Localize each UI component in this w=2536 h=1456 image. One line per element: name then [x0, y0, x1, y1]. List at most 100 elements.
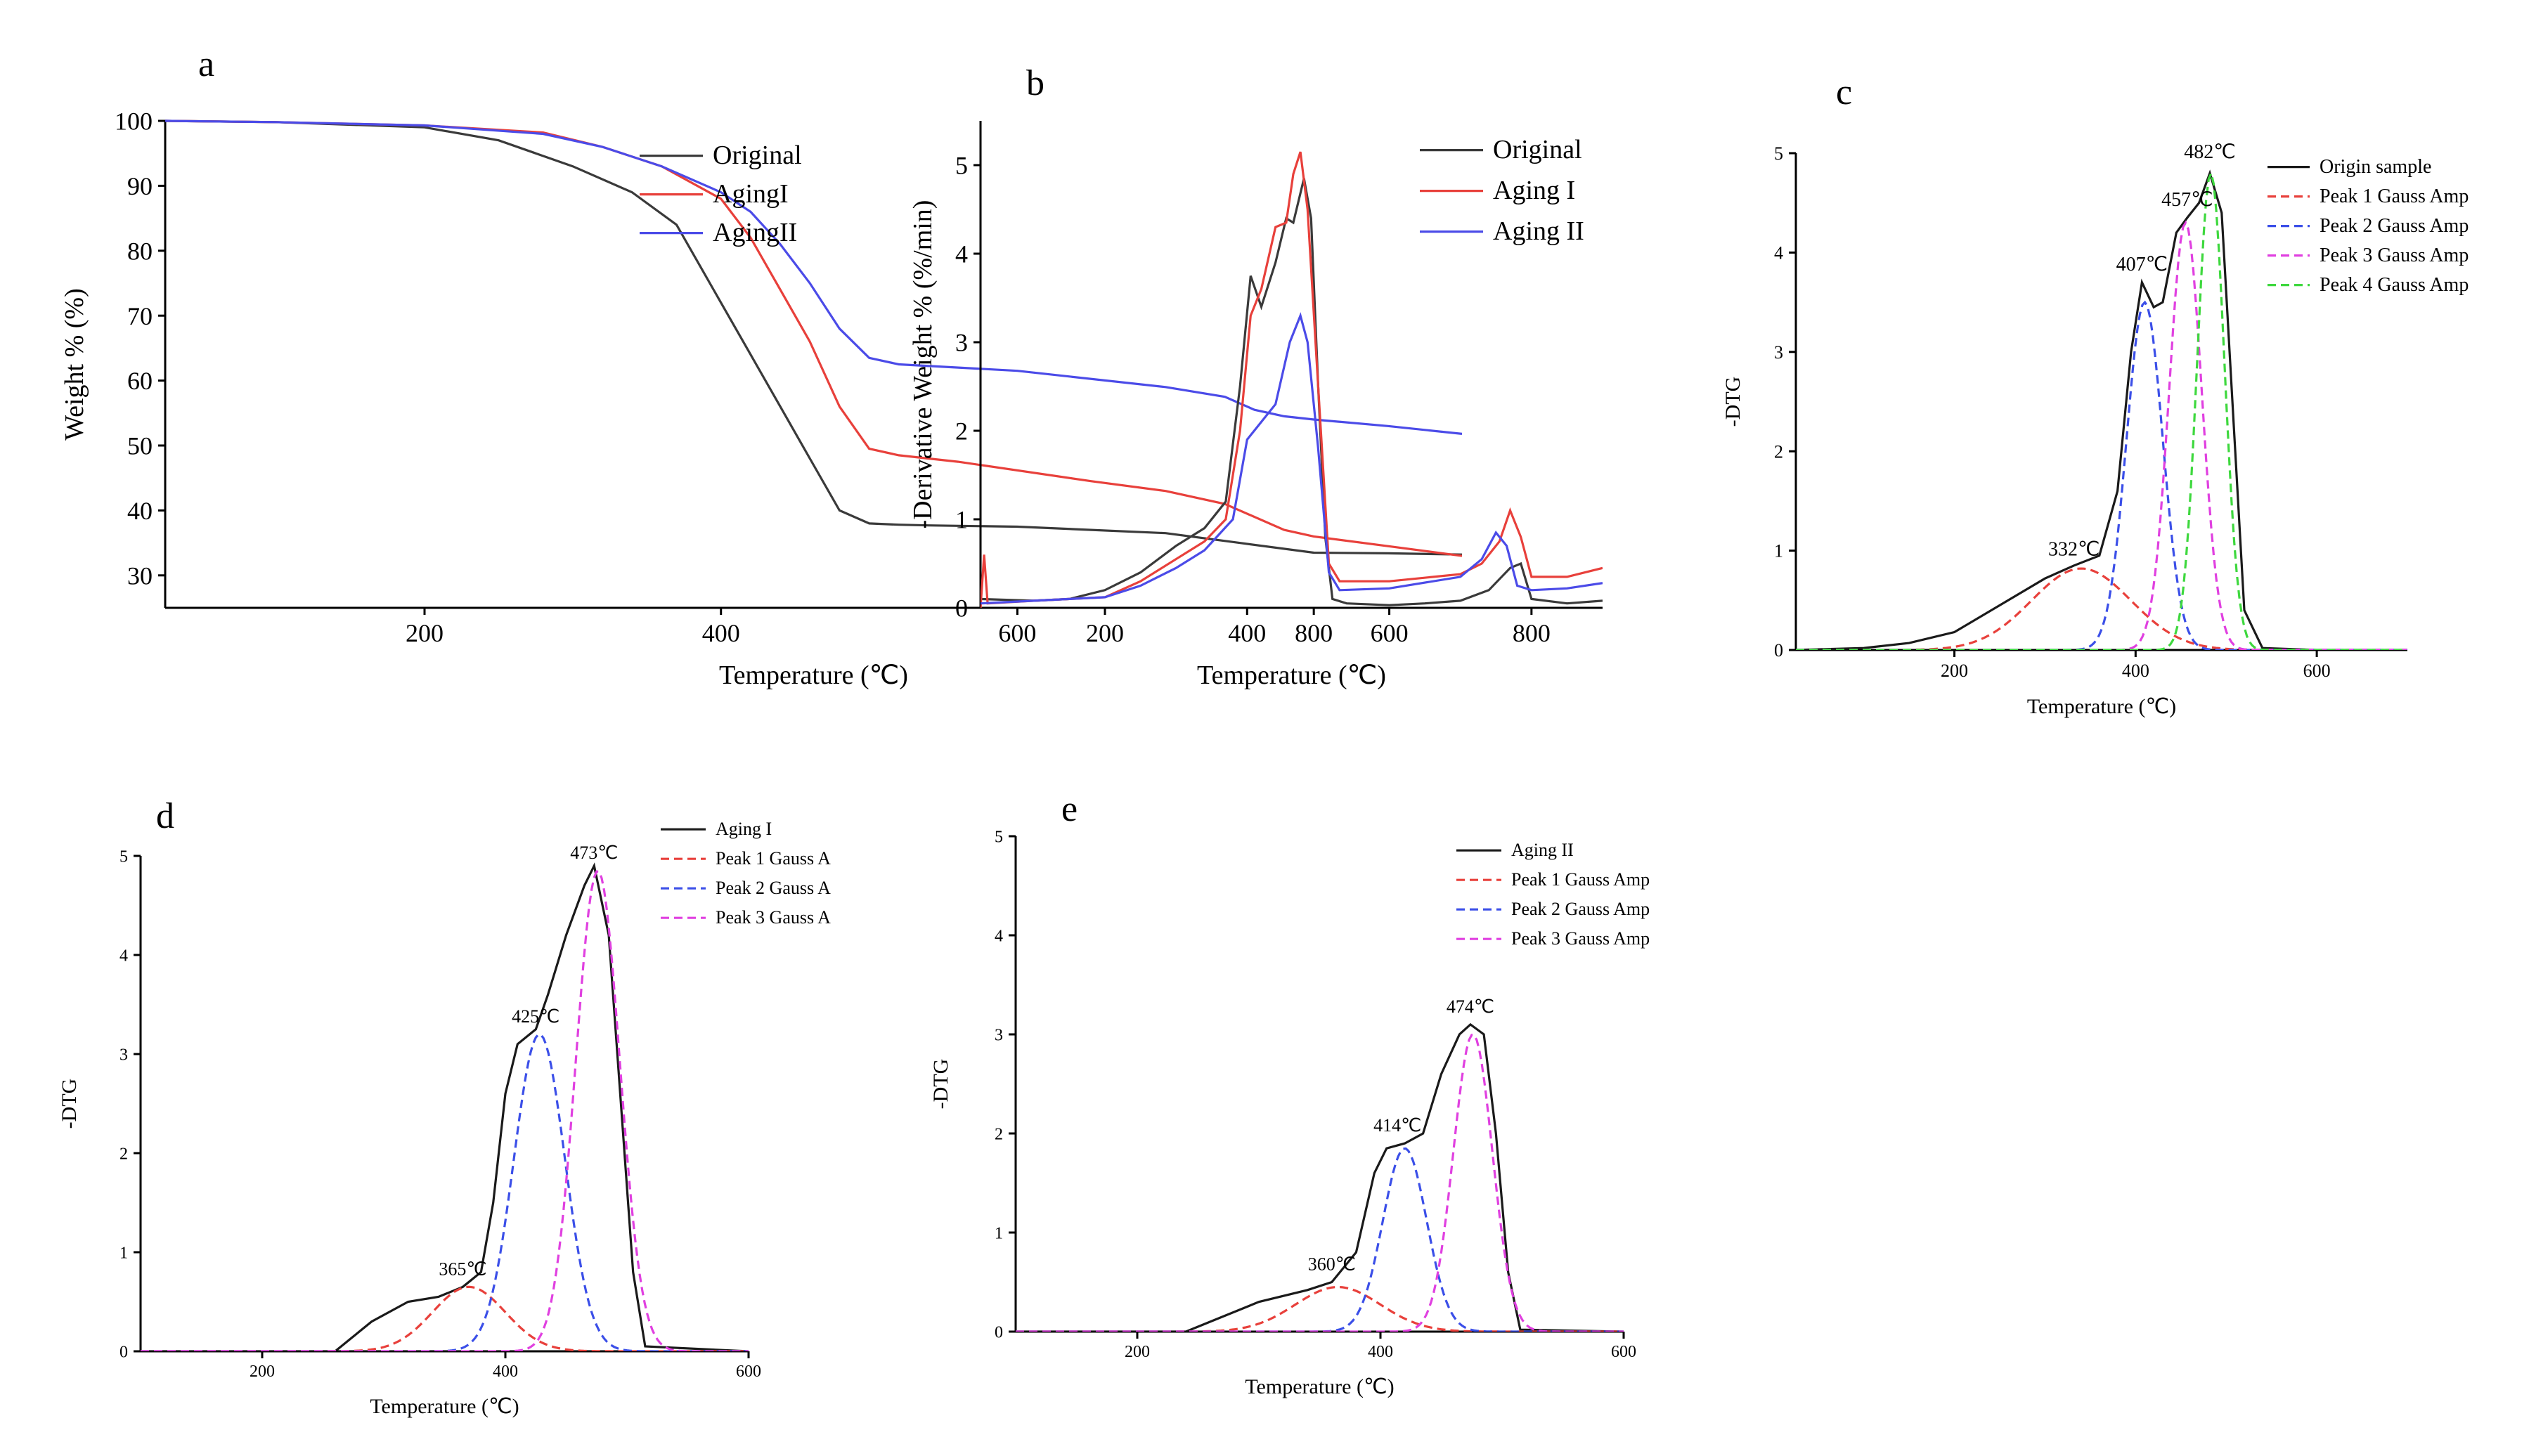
x-tick-label: 400	[493, 1363, 518, 1381]
legend-label: Aging I	[1493, 176, 1575, 205]
x-tick-label: 600	[1611, 1343, 1636, 1361]
legend-label: Peak 2 Gauss A	[716, 878, 831, 898]
peak-annotation: 473℃	[570, 843, 618, 863]
y-axis-title: -DTG	[1721, 377, 1745, 427]
legend-label: AgingII	[713, 218, 797, 247]
x-axis-title: Temperature (℃)	[719, 661, 908, 690]
y-tick-label: 3	[119, 1046, 128, 1064]
y-tick-label: 5	[955, 152, 968, 180]
x-tick-label: 800	[1295, 619, 1333, 647]
series-line-e-0	[1016, 1022, 1624, 1332]
legend-label: Aging II	[1493, 216, 1584, 246]
legend-label: Peak 3 Gauss A	[716, 907, 831, 928]
series-line-e-2	[1016, 1147, 1624, 1332]
legend-label: Peak 4 Gauss Amp	[2320, 274, 2469, 296]
y-tick-label: 5	[1774, 143, 1783, 164]
y-axis-title: -Derivative Weight % (%/min)	[908, 200, 938, 529]
series-line-c-2	[1796, 300, 2407, 650]
x-tick-label: 600	[2303, 661, 2331, 681]
legend-label: Original	[713, 141, 802, 170]
x-tick-label: 600	[1371, 619, 1409, 647]
x-tick-label: 200	[1125, 1343, 1150, 1361]
x-tick-label: 200	[406, 619, 444, 647]
y-tick-label: 1	[995, 1224, 1003, 1242]
y-tick-label: 100	[115, 108, 153, 136]
series-line-a-2	[165, 119, 1462, 435]
y-tick-label: 30	[127, 561, 153, 590]
series-line-b-2	[981, 312, 1603, 605]
x-tick-label: 200	[1941, 661, 1968, 681]
x-axis-title: Temperature (℃)	[2027, 695, 2176, 718]
x-tick-label: 200	[250, 1363, 275, 1381]
y-tick-label: 2	[995, 1125, 1003, 1143]
panel-c: c 200 400 600 0 1 2 3 4 5 Temperature (℃) -DTG 332℃ 4…	[1721, 72, 2469, 718]
peak-annotation: 414℃	[1373, 1115, 1421, 1136]
y-tick-label: 3	[1774, 342, 1783, 363]
y-tick-label: 3	[995, 1026, 1003, 1044]
panel-letter-c: c	[1836, 72, 1852, 112]
x-axis-title: Temperature (℃)	[1197, 661, 1386, 690]
panel-letter-d: d	[156, 796, 174, 836]
legend-label: Original	[1493, 135, 1582, 164]
y-tick-label: 60	[127, 367, 153, 395]
panel-b: b 200 400 600 800 0 1 2 3 4 5 Temperature (℃) -Deriv…	[908, 63, 1603, 690]
y-tick-label: 5	[995, 828, 1003, 846]
y-axis-title: -DTG	[929, 1059, 952, 1110]
y-axis-title: -DTG	[58, 1079, 81, 1129]
panel-e: e 200 400 600 0 1 2 3 4 5 Temperature (℃) -DTG 360℃ 4…	[929, 789, 1650, 1398]
panel-letter-a: a	[198, 44, 214, 84]
panel-d: d 200 400 600 0 1 2 3 4 5 Temperature (℃) -DTG 365℃ 4…	[58, 796, 831, 1418]
panel-letter-b: b	[1026, 63, 1044, 103]
y-tick-label: 0	[119, 1343, 128, 1361]
y-tick-label: 4	[995, 927, 1003, 945]
series-line-a-1	[165, 119, 1462, 557]
peak-annotation: 360℃	[1308, 1254, 1356, 1274]
x-tick-label: 400	[2122, 661, 2149, 681]
y-tick-label: 70	[127, 302, 153, 330]
series-line-d-0	[141, 862, 749, 1351]
legend-label: Peak 2 Gauss Amp	[2320, 215, 2469, 237]
y-tick-label: 2	[955, 417, 968, 446]
y-tick-label: 4	[1774, 243, 1783, 264]
series-line-e-3	[1016, 1034, 1624, 1332]
series-line-c-3	[1796, 220, 2407, 650]
y-tick-label: 80	[127, 237, 153, 265]
y-tick-label: 1	[1774, 541, 1783, 561]
y-tick-label: 90	[127, 172, 153, 200]
y-tick-label: 50	[127, 432, 153, 460]
peak-annotation: 457℃	[2161, 189, 2213, 211]
x-tick-label: 800	[1513, 619, 1551, 647]
x-tick-label: 600	[736, 1363, 761, 1381]
x-tick-label: 200	[1086, 619, 1124, 647]
legend-label: Peak 1 Gauss Amp	[2320, 186, 2469, 207]
legend-label: Peak 1 Gauss A	[716, 848, 831, 869]
legend-label: Aging II	[1511, 840, 1574, 860]
x-tick-label: 400	[702, 619, 740, 647]
peak-annotation: 365℃	[439, 1259, 486, 1279]
x-axis-title: Temperature (℃)	[1245, 1375, 1394, 1398]
y-tick-label: 0	[1774, 640, 1783, 661]
y-tick-label: 1	[119, 1244, 128, 1262]
series-line-e-1	[1016, 1286, 1624, 1332]
legend-label: Peak 2 Gauss Amp	[1511, 899, 1650, 919]
y-tick-label: 3	[955, 329, 968, 357]
x-axis-title: Temperature (℃)	[370, 1395, 519, 1418]
legend-d: Aging I Peak 1 Gauss A Peak 2 Gauss A Peak …	[661, 819, 831, 928]
series-line-c-1	[1796, 567, 2407, 650]
panel-letter-e: e	[1061, 789, 1078, 829]
peak-annotation: 474℃	[1447, 996, 1494, 1017]
legend-label: Peak 3 Gauss Amp	[1511, 928, 1650, 949]
y-tick-label: 2	[119, 1145, 128, 1163]
y-tick-label: 1	[955, 506, 968, 534]
y-tick-label: 4	[955, 240, 968, 268]
y-axis-title: Weight % (%)	[60, 288, 89, 440]
series-line-c-0	[1796, 169, 2407, 650]
legend-label: Aging I	[716, 819, 772, 839]
legend-a: Original AgingI AgingII	[640, 141, 802, 247]
peak-annotation: 332℃	[2048, 539, 2100, 561]
series-line-c-4	[1796, 169, 2407, 650]
series-line-d-2	[141, 1033, 749, 1351]
x-tick-label: 400	[1368, 1343, 1393, 1361]
